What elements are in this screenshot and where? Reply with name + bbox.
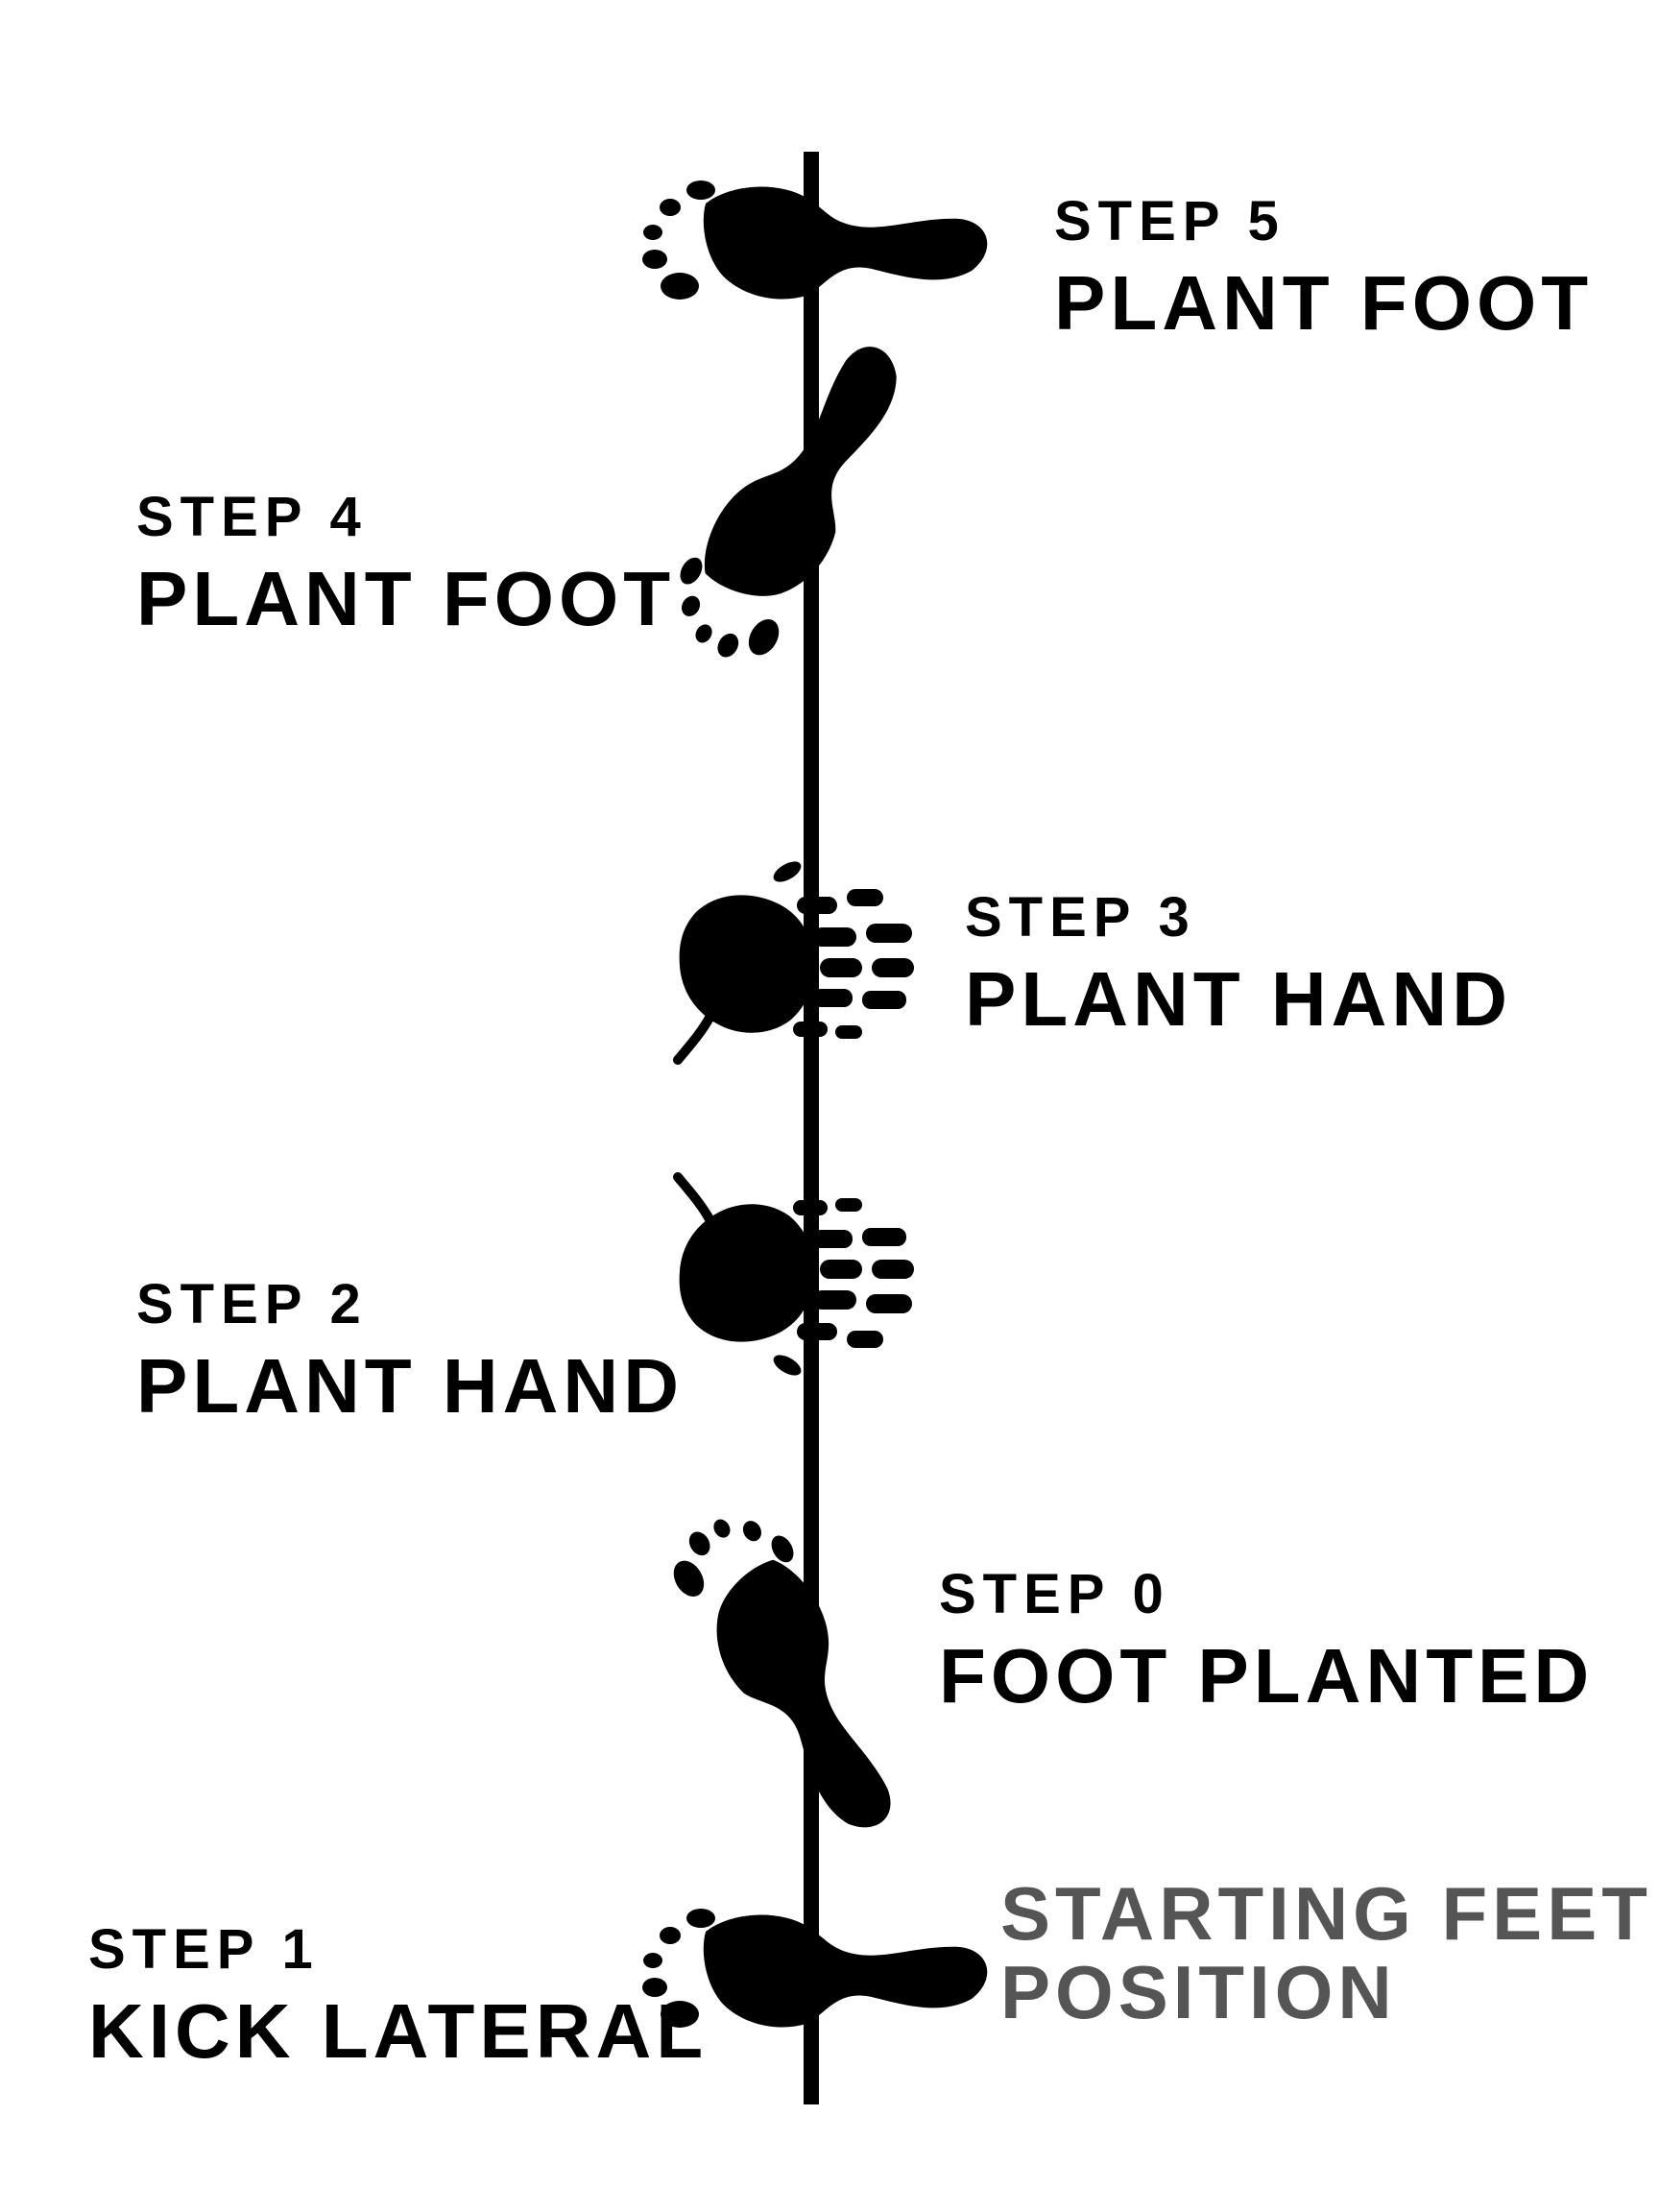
- step-2-action: PLANT HAND: [136, 1343, 684, 1429]
- step-3-label: STEP 3 PLANT HAND: [965, 888, 1512, 1042]
- step-1-action: KICK LATERAL: [88, 1988, 709, 2074]
- step-0-footprint-icon: [658, 1493, 934, 1852]
- step-5-number: STEP 5: [1054, 190, 1286, 252]
- step-2-number: STEP 2: [136, 1273, 368, 1335]
- step-0-number: STEP 0: [939, 1563, 1170, 1625]
- step-0-action: FOOT PLANTED: [939, 1633, 1595, 1719]
- step-5-action: PLANT FOOT: [1054, 260, 1594, 346]
- starting-note-line-1: STARTING FEET: [1000, 1871, 1652, 1956]
- step-2-label: STEP 2 PLANT HAND: [136, 1275, 684, 1429]
- step-4-label: STEP 4 PLANT FOOT: [136, 488, 675, 641]
- step-3-number: STEP 3: [965, 886, 1196, 949]
- starting-note-line-2: POSITION: [1000, 1950, 1397, 2034]
- step-5-label: STEP 5 PLANT FOOT: [1054, 192, 1593, 346]
- step-1-number: STEP 1: [88, 1918, 320, 1981]
- step-1-label: STEP 1 KICK LATERAL: [88, 1920, 708, 2074]
- step-3-handprint-icon: [678, 857, 914, 1060]
- step-3-action: PLANT HAND: [965, 956, 1512, 1042]
- starting-position-note: STARTING FEET POSITION: [1000, 1874, 1652, 2032]
- step-4-action: PLANT FOOT: [136, 556, 676, 641]
- step-2-handprint-icon: [678, 1177, 914, 1380]
- step-4-footprint-icon: [653, 318, 929, 677]
- step-0-label: STEP 0 FOOT PLANTED: [939, 1565, 1594, 1719]
- step-4-number: STEP 4: [136, 486, 368, 548]
